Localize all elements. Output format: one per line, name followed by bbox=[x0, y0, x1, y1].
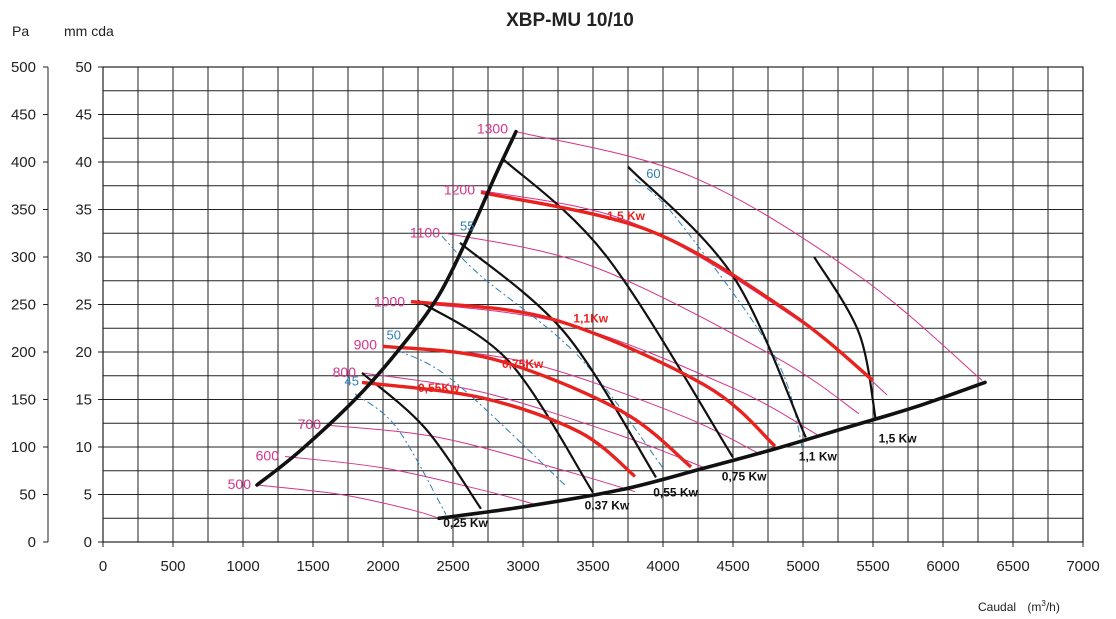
pa-tick-label: 150 bbox=[11, 392, 36, 409]
pa-tick-label: 450 bbox=[11, 107, 36, 124]
power-line-red-0,75Kw bbox=[382, 344, 693, 469]
x-axis-label-unit: (m bbox=[1027, 600, 1041, 614]
system-curve-upper bbox=[255, 129, 518, 487]
pa-tick-label: 500 bbox=[11, 59, 36, 76]
pa-tick-label: 400 bbox=[11, 154, 36, 171]
system-curve-lower bbox=[437, 380, 987, 521]
mm-tick-label: 25 bbox=[75, 297, 92, 314]
y-unit-left: Pa bbox=[12, 23, 29, 39]
rpm-label-1000: 1000 bbox=[374, 294, 405, 310]
x-tick-label: 2000 bbox=[366, 558, 399, 575]
rpm-label-800: 800 bbox=[333, 364, 357, 380]
power-line-black-1,1 Kw bbox=[627, 166, 807, 438]
rpm-curve-800 bbox=[361, 372, 706, 469]
mm-tick-label: 50 bbox=[75, 59, 92, 76]
x-tick-label: 4000 bbox=[646, 558, 679, 575]
rpm-curve-1000 bbox=[410, 302, 818, 436]
rpm-curve-1300 bbox=[515, 131, 983, 381]
rpm-label-1200: 1200 bbox=[444, 182, 475, 198]
power-line-black-1,5 Kw bbox=[813, 256, 877, 421]
rpm-label-900: 900 bbox=[354, 336, 378, 352]
efficiency-label-45: 45 bbox=[345, 373, 359, 388]
pa-tick-label: 50 bbox=[19, 487, 36, 504]
efficiency-label-50: 50 bbox=[387, 328, 401, 343]
mm-tick-label: 5 bbox=[84, 487, 92, 504]
rpm-label-600: 600 bbox=[256, 448, 280, 464]
mm-tick-label: 10 bbox=[75, 439, 92, 456]
pa-tick-label: 350 bbox=[11, 202, 36, 219]
efficiency-line-55 bbox=[441, 235, 664, 469]
chart-title: XBP-MU 10/10 bbox=[506, 10, 634, 31]
pa-tick-label: 0 bbox=[28, 534, 36, 551]
power-line-black-0,55 Kw bbox=[459, 241, 657, 478]
rpm-label-500: 500 bbox=[228, 476, 252, 492]
power-line-black-0,37 Kw bbox=[417, 299, 594, 494]
axis-ticks: 0501001502002503003504004505000510152025… bbox=[11, 59, 1100, 575]
curves bbox=[255, 129, 987, 521]
x-tick-label: 3000 bbox=[506, 558, 539, 575]
power-label-red-1,5 Kw: 1,5 Kw bbox=[607, 209, 646, 223]
pa-tick-label: 100 bbox=[11, 439, 36, 456]
power-label-black-0,55 Kw: 0,55 Kw bbox=[653, 485, 698, 499]
grid bbox=[102, 66, 1084, 543]
x-tick-label: 3500 bbox=[576, 558, 609, 575]
efficiency-line-45 bbox=[354, 393, 447, 515]
power-label-red-0,55Kw: 0,55Kw bbox=[418, 381, 460, 395]
rpm-label-1100: 1100 bbox=[410, 224, 440, 240]
power-label-red-1,1Kw: 1,1Kw bbox=[573, 312, 608, 326]
x-tick-label: 5000 bbox=[786, 558, 819, 575]
x-tick-label: 6500 bbox=[996, 558, 1029, 575]
rpm-curve-600 bbox=[284, 456, 538, 506]
x-tick-label: 0 bbox=[99, 558, 107, 575]
mm-tick-label: 15 bbox=[75, 392, 92, 409]
power-label-red-0,75Kw: 0,75Kw bbox=[502, 357, 544, 371]
x-tick-label: 5500 bbox=[856, 558, 889, 575]
efficiency-label-55: 55 bbox=[460, 218, 474, 233]
x-tick-label: 6000 bbox=[926, 558, 959, 575]
pa-tick-label: 200 bbox=[11, 344, 36, 361]
rpm-curve-1100 bbox=[445, 232, 860, 415]
power-line-red-0,55Kw bbox=[361, 380, 637, 478]
x-tick-label: 2500 bbox=[436, 558, 469, 575]
x-tick-label: 7000 bbox=[1066, 558, 1099, 575]
pa-tick-label: 250 bbox=[11, 297, 36, 314]
efficiency-label-60: 60 bbox=[646, 166, 660, 181]
efficiency-line-50 bbox=[396, 349, 566, 486]
power-line-red-1,1Kw bbox=[410, 299, 777, 448]
x-axis-label-unit-end: /h) bbox=[1046, 600, 1060, 614]
x-axis-label-unit-sup: 3 bbox=[1041, 599, 1046, 608]
x-axis-label-name: Caudal bbox=[978, 600, 1016, 614]
x-tick-label: 500 bbox=[160, 558, 185, 575]
mm-tick-label: 45 bbox=[75, 107, 92, 124]
rpm-label-1300: 1300 bbox=[477, 121, 508, 137]
y-unit-right: mm cda bbox=[64, 23, 114, 39]
power-line-red-1,5 Kw bbox=[480, 190, 875, 382]
mm-tick-label: 30 bbox=[75, 249, 92, 266]
power-label-black-1,5 Kw: 1,5 Kw bbox=[879, 431, 918, 445]
power-label-black-0,25 Kw: 0,25 Kw bbox=[443, 516, 488, 530]
rpm-curve-700 bbox=[326, 424, 636, 493]
mm-tick-label: 20 bbox=[75, 344, 92, 361]
mm-tick-label: 35 bbox=[75, 202, 92, 219]
x-axis-label: Caudal (m3/h) bbox=[978, 599, 1060, 614]
x-tick-label: 1500 bbox=[296, 558, 329, 575]
mm-tick-label: 40 bbox=[75, 154, 92, 171]
power-label-black-0,37 Kw: 0,37 Kw bbox=[585, 499, 630, 513]
x-tick-label: 4500 bbox=[716, 558, 749, 575]
power-label-black-1,1 Kw: 1,1 Kw bbox=[799, 449, 838, 463]
power-line-black-0,75 Kw bbox=[501, 157, 734, 458]
power-label-black-0,75 Kw: 0,75 Kw bbox=[722, 469, 767, 483]
pa-tick-label: 300 bbox=[11, 249, 36, 266]
rpm-curve-500 bbox=[256, 484, 440, 519]
mm-tick-label: 0 bbox=[84, 534, 92, 551]
rpm-label-700: 700 bbox=[298, 416, 322, 432]
x-tick-label: 1000 bbox=[226, 558, 259, 575]
efficiency-line-60 bbox=[634, 178, 804, 451]
